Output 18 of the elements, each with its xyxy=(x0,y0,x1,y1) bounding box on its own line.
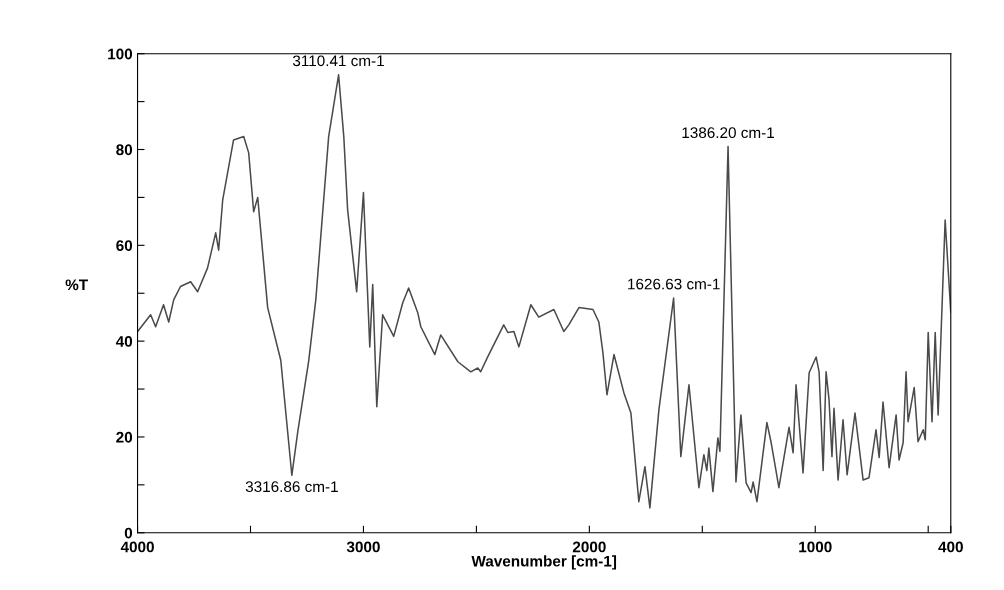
x-tick-label: 400 xyxy=(938,541,963,553)
annotation: 3316.86 cm-1 xyxy=(245,481,338,493)
y-tick-label: 100 xyxy=(108,48,133,60)
x-tick-label: 4000 xyxy=(120,541,154,553)
y-tick-label: 20 xyxy=(116,431,133,443)
line-series xyxy=(137,74,951,509)
annotation: 1386.20 cm-1 xyxy=(682,127,774,139)
x-tick-label: 3000 xyxy=(346,541,380,553)
x-axis-title: Wavenumber [cm-1] xyxy=(471,555,617,570)
x-tick-label: 2000 xyxy=(572,541,606,553)
y-axis-title: %T xyxy=(65,279,88,291)
y-tick-label: 0 xyxy=(124,527,133,539)
annotation: 3110.41 cm-1 xyxy=(292,55,384,67)
x-tick-label: 1000 xyxy=(799,541,832,553)
annotation: 1626.63 cm-1 xyxy=(628,278,720,290)
y-tick-label: 80 xyxy=(116,144,133,156)
y-tick-label: 60 xyxy=(116,240,133,252)
y-tick-label: 40 xyxy=(115,336,133,347)
